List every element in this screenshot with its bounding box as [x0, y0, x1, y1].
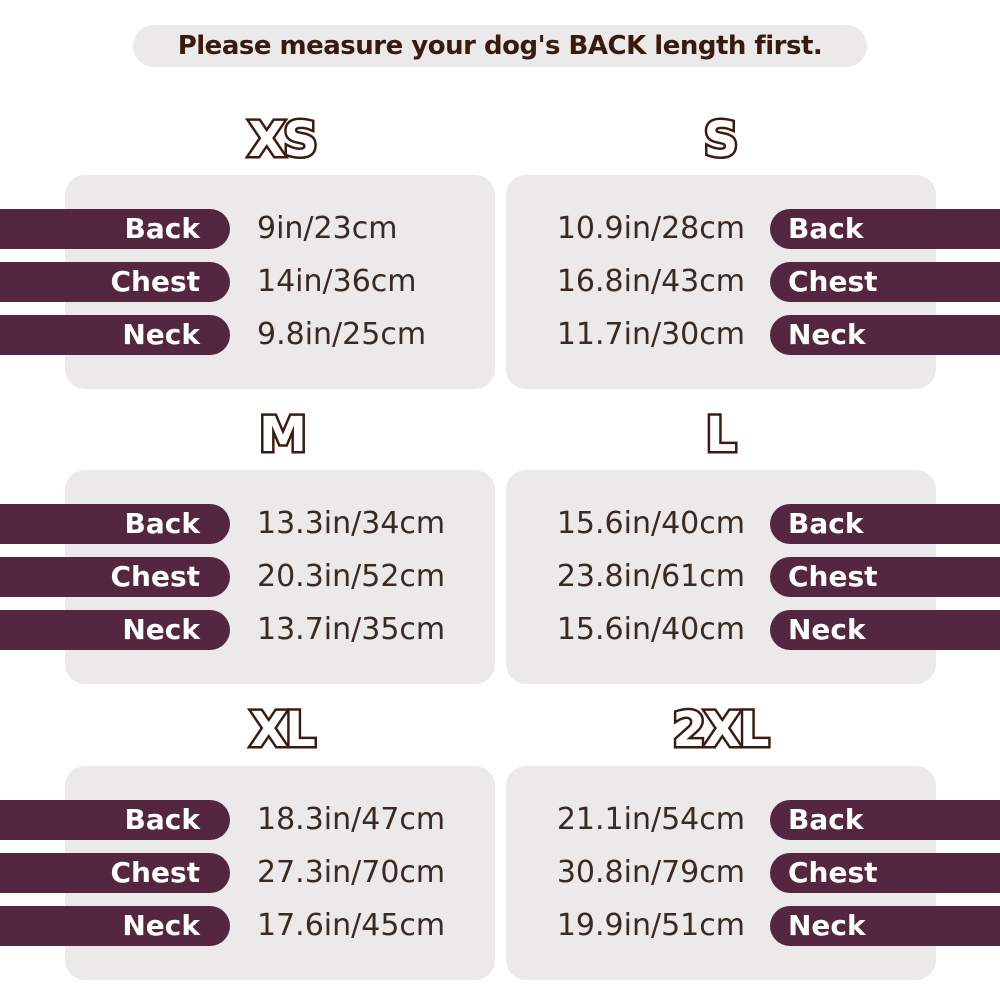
measure-label: Chest: [0, 262, 230, 302]
measure-value: 13.3in/34cm: [257, 506, 446, 541]
measure-value: 11.7in/30cm: [556, 317, 745, 352]
measure-label: Neck: [0, 610, 230, 650]
measure-label: Back: [770, 800, 1000, 840]
measure-value: 14in/36cm: [257, 264, 417, 299]
measure-label: Neck: [770, 315, 1000, 355]
measure-label: Back: [0, 504, 230, 544]
measure-label: Neck: [0, 315, 230, 355]
measure-label: Back: [0, 800, 230, 840]
size-title: L: [703, 405, 739, 466]
measure-label: Chest: [770, 557, 1000, 597]
measure-value: 9.8in/25cm: [257, 317, 427, 352]
measure-label: Neck: [0, 906, 230, 946]
measure-label: Neck: [770, 906, 1000, 946]
size-title: XL: [248, 700, 319, 761]
header-title: Please measure your dog's BACK length fi…: [133, 25, 867, 67]
measure-value: 23.8in/61cm: [556, 559, 745, 594]
measure-value: 16.8in/43cm: [556, 264, 745, 299]
measure-label: Back: [0, 209, 230, 249]
measure-label: Chest: [0, 853, 230, 893]
measure-label: Back: [770, 504, 1000, 544]
measure-label: Back: [770, 209, 1000, 249]
measure-value: 18.3in/47cm: [257, 802, 446, 837]
size-title: S: [701, 110, 741, 171]
measure-value: 27.3in/70cm: [257, 855, 446, 890]
measure-label: Chest: [770, 262, 1000, 302]
measure-value: 19.9in/51cm: [556, 908, 745, 943]
size-title: M: [257, 405, 310, 466]
size-title: XS: [246, 110, 321, 171]
measure-label: Chest: [0, 557, 230, 597]
measure-value: 15.6in/40cm: [556, 506, 745, 541]
measure-value: 15.6in/40cm: [556, 612, 745, 647]
measure-label: Neck: [770, 610, 1000, 650]
measure-value: 30.8in/79cm: [556, 855, 745, 890]
measure-value: 17.6in/45cm: [257, 908, 446, 943]
measure-value: 20.3in/52cm: [257, 559, 446, 594]
measure-value: 10.9in/28cm: [556, 211, 745, 246]
measure-value: 21.1in/54cm: [556, 802, 745, 837]
size-title: 2XL: [670, 700, 772, 761]
measure-value: 13.7in/35cm: [257, 612, 446, 647]
measure-value: 9in/23cm: [257, 211, 398, 246]
measure-label: Chest: [770, 853, 1000, 893]
